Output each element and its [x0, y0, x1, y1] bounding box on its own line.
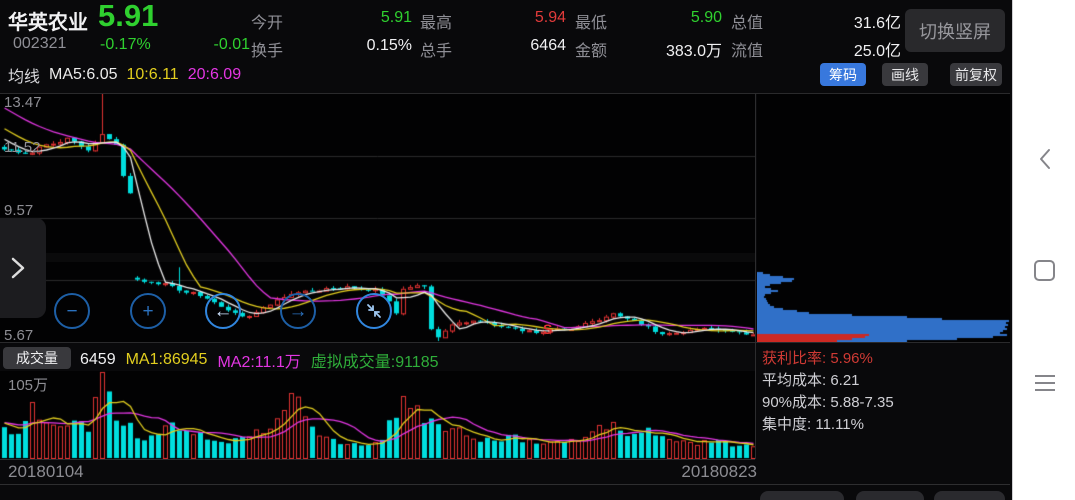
marketcap-label: 总值	[731, 15, 764, 32]
side-drawer-handle[interactable]	[0, 218, 46, 318]
rotate-screen-button[interactable]: 切换竖屏	[905, 9, 1005, 52]
plus-icon: +	[142, 300, 154, 322]
sell-signal-marker: S	[543, 321, 553, 337]
volume-ma1: MA1:86945	[125, 351, 208, 368]
profit-ratio: 获利比率: 5.96%	[762, 350, 873, 367]
nav-home-button[interactable]	[1013, 260, 1075, 281]
open-value: 5.91	[380, 9, 412, 26]
chip-distribution-button[interactable]: 筹码	[820, 63, 866, 86]
virtual-volume: 虚拟成交量:91185	[310, 354, 439, 371]
low-value: 5.90	[690, 9, 722, 26]
ma5-value: MA5:6.05	[49, 66, 118, 83]
turnover-label: 换手	[251, 43, 284, 60]
volume-legend: 6459 MA1:86945 MA2:11.1万 虚拟成交量:91185	[80, 348, 439, 372]
chip-distribution-chart	[757, 94, 1010, 342]
chart-highlight-band	[0, 253, 755, 262]
chip-stats-panel: 获利比率: 5.96% 平均成本: 6.21 90%成本: 5.88-7.35 …	[762, 348, 894, 436]
average-cost: 平均成本: 6.21	[762, 372, 860, 389]
date-end: 20180823	[681, 462, 757, 481]
collapse-chart-button[interactable]	[356, 293, 392, 329]
price-tick-3: 9.57	[4, 202, 34, 219]
nav-back-button[interactable]	[1013, 147, 1075, 171]
volume-chart[interactable]	[0, 371, 755, 459]
forward-adjust-button[interactable]: 前复权	[950, 63, 1002, 86]
collapse-icon	[367, 304, 381, 318]
zoom-out-button[interactable]: −	[54, 293, 90, 329]
amount-label: 金额	[575, 43, 608, 60]
floatcap-label: 流值	[731, 43, 764, 60]
concentration: 集中度: 11.11%	[762, 416, 864, 433]
ma10-value: 10:6.11	[126, 66, 179, 83]
marketcap-value: 31.6亿	[853, 15, 901, 32]
home-square-icon	[1034, 260, 1055, 281]
stock-name: 华英农业	[8, 12, 88, 34]
change-absolute: -0.01	[213, 36, 250, 53]
zoom-in-button[interactable]: +	[130, 293, 166, 329]
high-label: 最高	[420, 15, 453, 32]
chevron-right-icon	[11, 257, 25, 279]
volume-axis-label: 105万	[8, 377, 49, 394]
volume-value: 6459	[80, 351, 116, 368]
bottom-action-button-2[interactable]	[856, 491, 924, 500]
floatcap-value: 25.0亿	[853, 43, 901, 60]
ma-legend: 均线 MA5:6.05 10:6.11 20:6.09	[8, 63, 241, 87]
arrow-left-icon: ←	[213, 300, 233, 322]
bottom-action-button-1[interactable]	[760, 491, 844, 500]
turnover-value: 0.15%	[366, 37, 412, 54]
cost-range-90: 90%成本: 5.88-7.35	[762, 394, 894, 411]
menu-lines-icon	[1034, 374, 1055, 377]
change-percent: -0.17%	[100, 36, 151, 53]
bottom-action-button-3[interactable]	[934, 491, 1005, 500]
high-value: 5.94	[534, 9, 566, 26]
lots-label: 总手	[420, 43, 453, 60]
date-start: 20180104	[8, 462, 84, 481]
android-nav-bar	[1012, 0, 1075, 500]
pane-divider	[755, 93, 756, 459]
pan-right-button[interactable]: →	[280, 293, 316, 329]
volume-tab-button[interactable]: 成交量	[3, 347, 71, 369]
back-chevron-icon	[1039, 149, 1050, 169]
lots-value: 6464	[530, 37, 566, 54]
footer-divider	[0, 484, 1010, 485]
last-price: 5.91	[98, 0, 159, 33]
pan-left-button[interactable]: ←	[205, 293, 241, 329]
volume-baseline	[0, 459, 755, 460]
amount-value: 383.0万	[665, 43, 722, 60]
nav-recents-button[interactable]	[1013, 372, 1075, 393]
price-tick-2: 11.52	[4, 139, 41, 156]
stock-code: 002321	[13, 35, 67, 52]
ma20-value: 20:6.09	[187, 66, 242, 83]
low-label: 最低	[575, 15, 608, 32]
arrow-right-icon: →	[288, 300, 308, 322]
minus-icon: −	[66, 300, 78, 322]
volume-ma2: MA2:11.1万	[217, 354, 301, 371]
price-tick-1: 13.47	[4, 94, 42, 111]
open-label: 今开	[251, 15, 284, 32]
ma-legend-title: 均线	[8, 69, 41, 86]
draw-line-button[interactable]: 画线	[882, 63, 928, 86]
price-tick-5: 5.67	[4, 327, 34, 344]
